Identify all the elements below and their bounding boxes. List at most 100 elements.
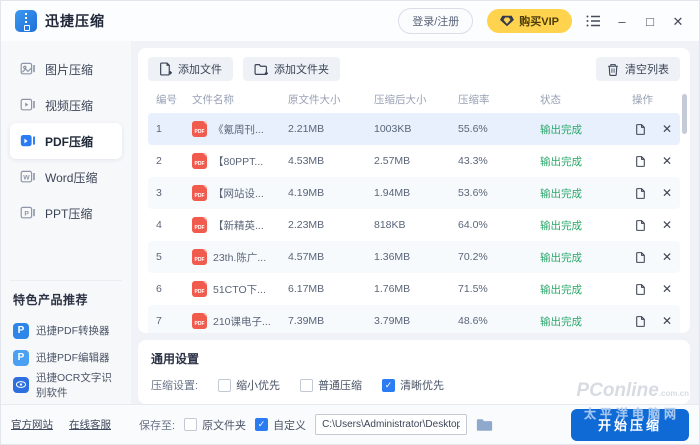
table-row[interactable]: 6 PDF 51CTO下... 6.17MB 1.76MB 71.5% 输出完成 ✕: [148, 273, 680, 305]
pdf-file-icon: PDF: [192, 249, 207, 265]
video-compress-icon: [19, 97, 36, 114]
original-size: 4.19MB: [288, 187, 325, 199]
svg-text:P: P: [24, 210, 29, 217]
sidebar: 图片压缩 视频压缩 PDF压缩 W Word压缩: [1, 41, 131, 404]
clear-list-button[interactable]: 清空列表: [596, 57, 680, 81]
buy-vip-button[interactable]: 购买VIP: [487, 9, 572, 33]
compressed-size: 1.36MB: [374, 251, 411, 263]
open-file-icon[interactable]: [634, 251, 647, 264]
image-compress-icon: [19, 61, 36, 78]
official-website-link[interactable]: 官方网站: [11, 419, 53, 431]
open-file-icon[interactable]: [634, 155, 647, 168]
table-row[interactable]: 2 PDF 【80PPT... 4.53MB 2.57MB 43.3% 输出完成 ✕: [148, 145, 680, 177]
row-operations: ✕: [632, 250, 680, 264]
logo-area: 迅捷压缩: [15, 10, 105, 32]
browse-folder-button[interactable]: [476, 418, 493, 432]
file-name: PDF 51CTO下...: [192, 281, 288, 297]
file-name: PDF 210课电子...: [192, 313, 288, 329]
open-file-icon[interactable]: [634, 315, 647, 328]
compression-ratio: 48.6%: [458, 315, 488, 327]
open-file-icon[interactable]: [634, 187, 647, 200]
table-body: 1 PDF 《氪周刊... 2.21MB 1003KB 55.6% 输出完成 ✕ 2 PDF 【80…: [148, 113, 680, 333]
add-folder-icon: [254, 63, 268, 76]
option-original-folder[interactable]: ✓ 原文件夹: [184, 417, 246, 433]
delete-row-icon[interactable]: ✕: [662, 218, 673, 232]
pdf-file-icon: PDF: [192, 153, 207, 169]
checkbox-icon: ✓: [382, 378, 396, 392]
col-ratio: 压缩率: [458, 94, 490, 106]
sidebar-item-video-compress[interactable]: 视频压缩: [10, 87, 122, 123]
delete-row-icon[interactable]: ✕: [662, 154, 673, 168]
original-size: 4.53MB: [288, 155, 325, 167]
status-text: 输出完成: [540, 283, 582, 296]
table-row[interactable]: 5 PDF 23th.陈广... 4.57MB 1.36MB 70.2% 输出完成 ✕: [148, 241, 680, 273]
row-number: 6: [156, 283, 162, 295]
online-service-link[interactable]: 在线客服: [69, 419, 111, 431]
product-label: 迅捷OCR文字识别软件: [36, 371, 112, 399]
close-button[interactable]: ✕: [672, 13, 684, 29]
product-pdf-converter[interactable]: P 迅捷PDF转换器: [10, 317, 122, 344]
option-label: 原文件夹: [202, 419, 247, 432]
product-label: 迅捷PDF转换器: [36, 325, 110, 337]
compressed-size: 1.76MB: [374, 283, 411, 295]
save-path-input[interactable]: [315, 414, 468, 435]
login-register-button[interactable]: 登录/注册: [398, 8, 474, 34]
table-row[interactable]: 7 PDF 210课电子... 7.39MB 3.79MB 48.6% 输出完成 ✕: [148, 305, 680, 333]
open-file-icon[interactable]: [634, 283, 647, 296]
bottom-bar: 官方网站 在线客服 保存至: ✓ 原文件夹 ✓ 自定义 开始压缩: [1, 404, 699, 444]
product-pdf-editor[interactable]: P 迅捷PDF编辑器: [10, 344, 122, 371]
sidebar-item-ppt-compress[interactable]: P PPT压缩: [10, 195, 122, 231]
compression-ratio: 43.3%: [458, 155, 488, 167]
delete-row-icon[interactable]: ✕: [662, 186, 673, 200]
row-operations: ✕: [632, 122, 680, 136]
table-row[interactable]: 3 PDF 【网站设... 4.19MB 1.94MB 53.6% 输出完成 ✕: [148, 177, 680, 209]
delete-row-icon[interactable]: ✕: [662, 250, 673, 264]
sidebar-item-image-compress[interactable]: 图片压缩: [10, 51, 122, 87]
table-row[interactable]: 4 PDF 【新精英... 2.23MB 818KB 64.0% 输出完成 ✕: [148, 209, 680, 241]
add-file-button[interactable]: 添加文件: [148, 57, 233, 81]
title-bar: 迅捷压缩 登录/注册 购买VIP – □ ✕: [1, 1, 699, 41]
option-size-priority[interactable]: ✓ 缩小优先: [218, 377, 280, 393]
option-custom-path[interactable]: ✓ 自定义: [255, 417, 306, 433]
header-actions: 登录/注册 购买VIP – □ ✕: [398, 8, 685, 34]
delete-row-icon[interactable]: ✕: [662, 282, 673, 296]
delete-row-icon[interactable]: ✕: [662, 314, 673, 328]
option-clarity-priority[interactable]: ✓ 清晰优先: [382, 377, 444, 393]
row-number: 4: [156, 219, 162, 231]
sidebar-item-word-compress[interactable]: W Word压缩: [10, 159, 122, 195]
file-name: PDF 23th.陈广...: [192, 249, 288, 265]
option-label: 清晰优先: [400, 380, 445, 392]
col-operation: 操作: [632, 94, 653, 106]
compressed-size: 3.79MB: [374, 315, 411, 327]
compressed-size: 1003KB: [374, 123, 412, 135]
product-label: 迅捷PDF编辑器: [36, 352, 110, 364]
save-to-label: 保存至:: [139, 419, 176, 432]
vip-diamond-icon: [500, 15, 515, 27]
open-file-icon[interactable]: [634, 219, 647, 232]
open-file-icon[interactable]: [634, 123, 647, 136]
body-row: 图片压缩 视频压缩 PDF压缩 W Word压缩: [1, 41, 699, 404]
pdf-compress-icon: [19, 133, 36, 150]
scrollbar-thumb[interactable]: [682, 94, 687, 134]
menu-icon[interactable]: [586, 15, 601, 27]
file-name-text: 【80PPT...: [213, 155, 264, 168]
product-ocr-software[interactable]: 迅捷OCR文字识别软件: [10, 371, 122, 399]
add-folder-button[interactable]: 添加文件夹: [243, 57, 340, 81]
file-list-card: 添加文件 添加文件夹 清空列表: [138, 48, 690, 333]
compressed-size: 1.94MB: [374, 187, 411, 199]
maximize-button[interactable]: □: [646, 13, 654, 29]
option-normal-compress[interactable]: ✓ 普通压缩: [300, 377, 362, 393]
minimize-button[interactable]: –: [618, 13, 626, 29]
pdf-converter-icon: P: [13, 322, 29, 339]
pdf-file-icon: PDF: [192, 121, 207, 137]
table-row[interactable]: 1 PDF 《氪周刊... 2.21MB 1003KB 55.6% 输出完成 ✕: [148, 113, 680, 145]
add-file-label: 添加文件: [178, 64, 222, 76]
col-status: 状态: [540, 94, 561, 106]
pdf-file-icon: PDF: [192, 185, 207, 201]
start-compress-button[interactable]: 开始压缩: [571, 408, 689, 441]
sidebar-item-label: Word压缩: [45, 170, 98, 185]
buy-vip-label: 购买VIP: [519, 16, 559, 28]
original-size: 4.57MB: [288, 251, 325, 263]
delete-row-icon[interactable]: ✕: [662, 122, 673, 136]
sidebar-item-pdf-compress[interactable]: PDF压缩: [10, 123, 122, 159]
